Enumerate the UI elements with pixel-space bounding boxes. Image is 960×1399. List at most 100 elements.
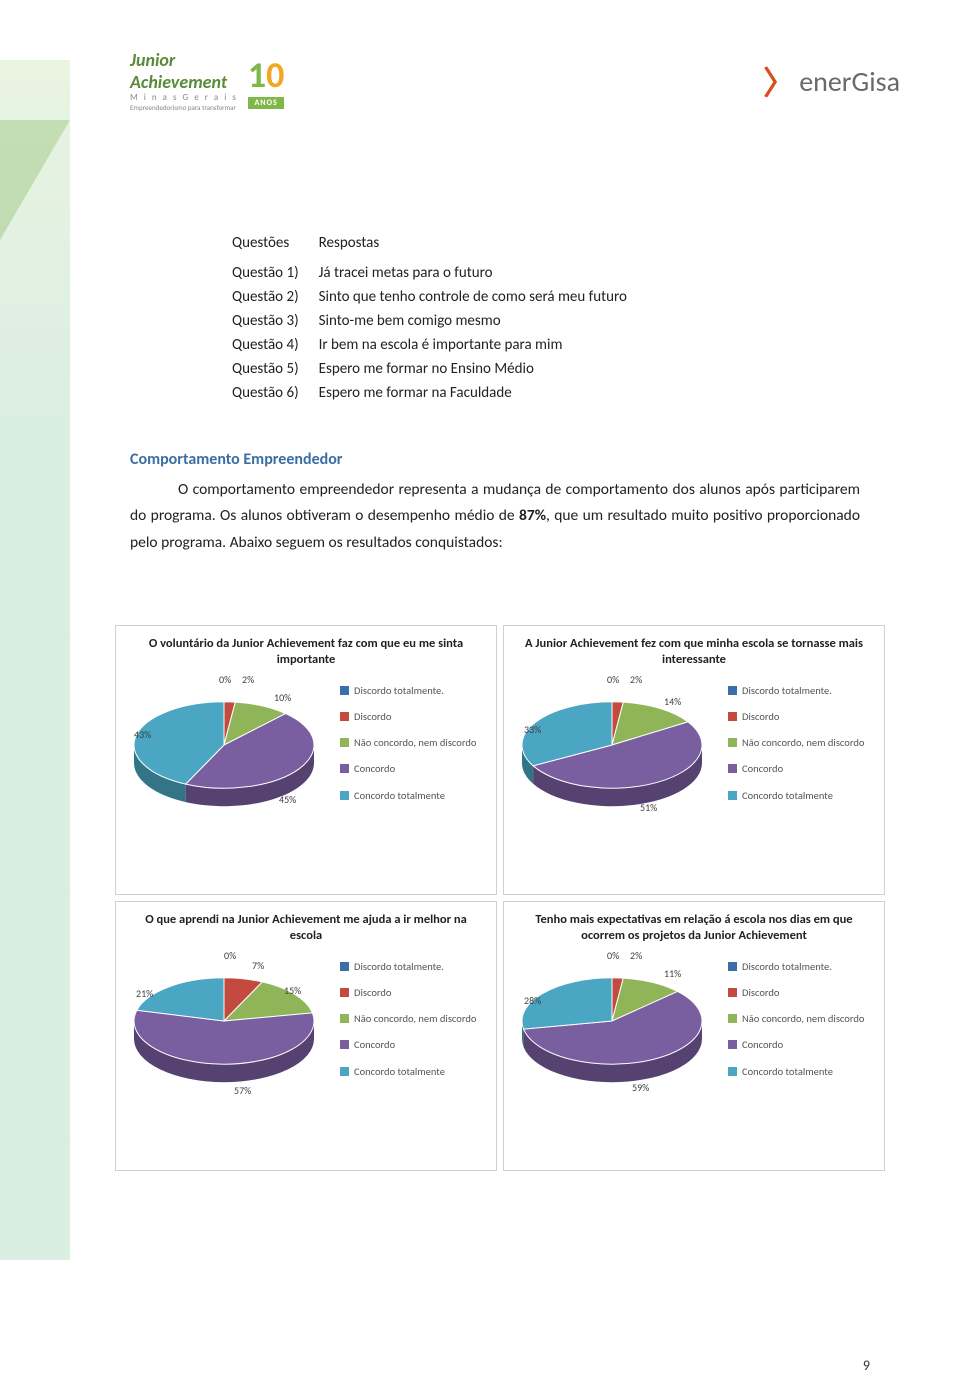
legend-swatch bbox=[340, 988, 349, 997]
chart-body: 0% 2% 10% 45% 43% Discordo totalmente.Discord… bbox=[124, 673, 488, 873]
legend-item: Concordo bbox=[340, 763, 476, 775]
logo-junior-achievement: Junior Achievement M i n a s G e r a i s… bbox=[130, 50, 284, 112]
question-id: Questão 5) bbox=[232, 358, 317, 380]
slice-label: 45% bbox=[279, 793, 296, 806]
legend-swatch bbox=[340, 1014, 349, 1023]
pie-wrap: 0% 2% 11% 59% 28% bbox=[512, 949, 722, 1149]
chart-body: 0%2%14%51%33%Discordo totalmente.Discord… bbox=[512, 673, 876, 873]
chart-card: O voluntário da Junior Achievement faz c… bbox=[115, 625, 497, 895]
table-row: Questão 2)Sinto que tenho controle de co… bbox=[232, 286, 645, 308]
page-header: Junior Achievement M i n a s G e r a i s… bbox=[130, 50, 900, 112]
legend-item: Discordo bbox=[728, 987, 864, 999]
slice-label: 7% bbox=[252, 959, 264, 972]
ten-anos-label: ANOS bbox=[248, 97, 285, 109]
questions-header-r: Respostas bbox=[319, 232, 645, 260]
legend-item: Discordo totalmente. bbox=[340, 961, 476, 973]
legend-label: Discordo bbox=[742, 987, 779, 999]
chart-legend: Discordo totalmente.DiscordoNão concordo… bbox=[340, 673, 476, 801]
legend-swatch bbox=[340, 686, 349, 695]
slice-label: 0% bbox=[607, 949, 619, 962]
legend-swatch bbox=[728, 791, 737, 800]
slice-label: 11% bbox=[664, 967, 681, 980]
legend-label: Discordo bbox=[742, 711, 779, 723]
logo-10-years: 10 ANOS bbox=[248, 53, 285, 109]
legend-label: Não concordo, nem discordo bbox=[742, 737, 864, 749]
slice-label: 33% bbox=[524, 723, 541, 736]
pie-labels: 0%2%14%51%33% bbox=[512, 673, 722, 873]
chart-title: Tenho mais expectativas em relação á esc… bbox=[512, 912, 876, 943]
questions-table: Questões Respostas Questão 1)Já tracei m… bbox=[230, 230, 647, 406]
legend-item: Discordo totalmente. bbox=[728, 961, 864, 973]
question-text: Já tracei metas para o futuro bbox=[319, 262, 645, 284]
legend-label: Concordo bbox=[354, 1039, 395, 1051]
legend-item: Concordo totalmente bbox=[340, 1066, 476, 1078]
legend-item: Não concordo, nem discordo bbox=[728, 737, 864, 749]
chart-card: O que aprendi na Junior Achievement me a… bbox=[115, 901, 497, 1171]
chart-title: A Junior Achievement fez com que minha e… bbox=[512, 636, 876, 667]
legend-item: Não concordo, nem discordo bbox=[340, 1013, 476, 1025]
charts-grid: O voluntário da Junior Achievement faz c… bbox=[115, 625, 885, 1171]
legend-item: Discordo totalmente. bbox=[340, 685, 476, 697]
section-comportamento: Comportamento Empreendedor O comportamen… bbox=[130, 450, 860, 556]
legend-swatch bbox=[728, 686, 737, 695]
slice-label: 2% bbox=[242, 673, 254, 686]
slice-label: 14% bbox=[664, 695, 681, 708]
question-id: Questão 6) bbox=[232, 382, 317, 404]
legend-label: Discordo bbox=[354, 987, 391, 999]
legend-label: Concordo bbox=[354, 763, 395, 775]
slice-label: 43% bbox=[134, 728, 151, 741]
legend-item: Discordo bbox=[340, 987, 476, 999]
table-row: Questão 5)Espero me formar no Ensino Méd… bbox=[232, 358, 645, 380]
pie-wrap: 0% 2% 10% 45% 43% bbox=[124, 673, 334, 873]
legend-swatch bbox=[728, 988, 737, 997]
slice-label: 0% bbox=[219, 673, 231, 686]
legend-label: Concordo bbox=[742, 1039, 783, 1051]
body-bold: 87% bbox=[519, 506, 546, 525]
legend-swatch bbox=[728, 1014, 737, 1023]
slice-label: 2% bbox=[630, 673, 642, 686]
legend-label: Não concordo, nem discordo bbox=[742, 1013, 864, 1025]
legend-swatch bbox=[728, 1067, 737, 1076]
slice-label: 28% bbox=[524, 994, 541, 1007]
logo-ja-line2: Achievement bbox=[130, 72, 238, 94]
slice-label: 0% bbox=[607, 673, 619, 686]
legend-item: Não concordo, nem discordo bbox=[340, 737, 476, 749]
pie-wrap: 0%2%14%51%33% bbox=[512, 673, 722, 873]
chart-legend: Discordo totalmente. Discordo Não concordo… bbox=[728, 673, 864, 801]
logo-ja-line4: Empreendedorismo para transformar bbox=[130, 104, 238, 112]
legend-item: Concordo totalmente bbox=[728, 1066, 864, 1078]
slice-label: 10% bbox=[274, 691, 291, 704]
pie-labels: 0% 2% 11% 59% 28% bbox=[512, 949, 722, 1149]
legend-label: Concordo bbox=[742, 763, 783, 775]
pie-labels: 0%7%15%57%21% bbox=[124, 949, 334, 1149]
legend-item: Não concordo, nem discordo bbox=[728, 1013, 864, 1025]
legend-swatch bbox=[340, 764, 349, 773]
legend-swatch bbox=[728, 712, 737, 721]
question-text: Espero me formar no Ensino Médio bbox=[319, 358, 645, 380]
legend-label: Concordo totalmente bbox=[354, 790, 445, 802]
legend-label: Concordo totalmente bbox=[742, 1066, 833, 1078]
legend-label: Discordo totalmente. bbox=[742, 685, 832, 697]
chart-legend: Discordo totalmente. Discordo Não concordo… bbox=[340, 949, 476, 1077]
legend-item: Concordo bbox=[728, 1039, 864, 1051]
pie-wrap: 0%7%15%57%21% bbox=[124, 949, 334, 1149]
energisa-swoosh-icon: 〉 bbox=[763, 58, 795, 104]
question-text: Sinto que tenho controle de como será me… bbox=[319, 286, 645, 308]
legend-label: Concordo totalmente bbox=[354, 1066, 445, 1078]
legend-swatch bbox=[340, 1067, 349, 1076]
legend-swatch bbox=[728, 764, 737, 773]
table-row: Questão 3)Sinto-me bem comigo mesmo bbox=[232, 310, 645, 332]
ten-digit-0: 0 bbox=[266, 53, 284, 97]
question-text: Espero me formar na Faculdade bbox=[319, 382, 645, 404]
legend-label: Não concordo, nem discordo bbox=[354, 1013, 476, 1025]
questions-header-q: Questões bbox=[232, 232, 317, 260]
table-row: Questão 1)Já tracei metas para o futuro bbox=[232, 262, 645, 284]
slice-label: 59% bbox=[632, 1081, 649, 1094]
legend-item: Concordo bbox=[728, 763, 864, 775]
section-title: Comportamento Empreendedor bbox=[130, 450, 860, 469]
table-row: Questão 4)Ir bem na escola é importante … bbox=[232, 334, 645, 356]
slice-label: 2% bbox=[630, 949, 642, 962]
legend-item: Discordo bbox=[728, 711, 864, 723]
slice-label: 57% bbox=[234, 1084, 251, 1097]
chart-body: 0% 2% 11% 59% 28% Discordo totalmente. Discord… bbox=[512, 949, 876, 1149]
